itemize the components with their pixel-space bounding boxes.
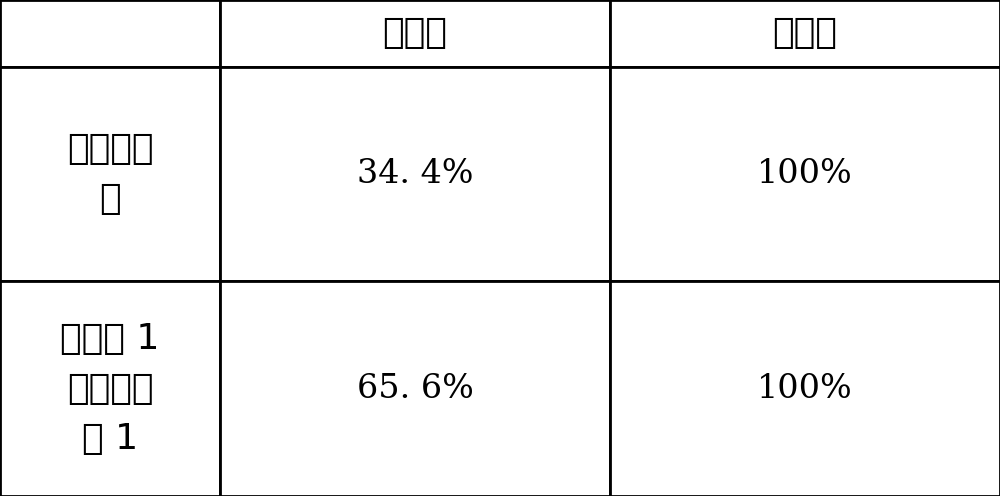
Bar bbox=[220, 0, 610, 67]
Text: 34. 4%: 34. 4% bbox=[357, 158, 473, 190]
Bar bbox=[610, 67, 1000, 282]
Bar bbox=[0, 282, 220, 496]
Bar bbox=[610, 0, 1000, 67]
Text: 特异性: 特异性 bbox=[773, 16, 837, 51]
Text: 100%: 100% bbox=[757, 158, 853, 190]
Bar bbox=[0, 67, 220, 282]
Text: 65. 6%: 65. 6% bbox=[357, 372, 473, 405]
Bar bbox=[220, 282, 610, 496]
Text: 实施例 1
的染色方
法 1: 实施例 1 的染色方 法 1 bbox=[60, 321, 160, 456]
Text: 敏感性: 敏感性 bbox=[383, 16, 447, 51]
Bar bbox=[220, 67, 610, 282]
Text: 100%: 100% bbox=[757, 372, 853, 405]
Bar bbox=[610, 282, 1000, 496]
Text: 姜尼氏染
色: 姜尼氏染 色 bbox=[67, 132, 153, 216]
Bar bbox=[0, 0, 220, 67]
